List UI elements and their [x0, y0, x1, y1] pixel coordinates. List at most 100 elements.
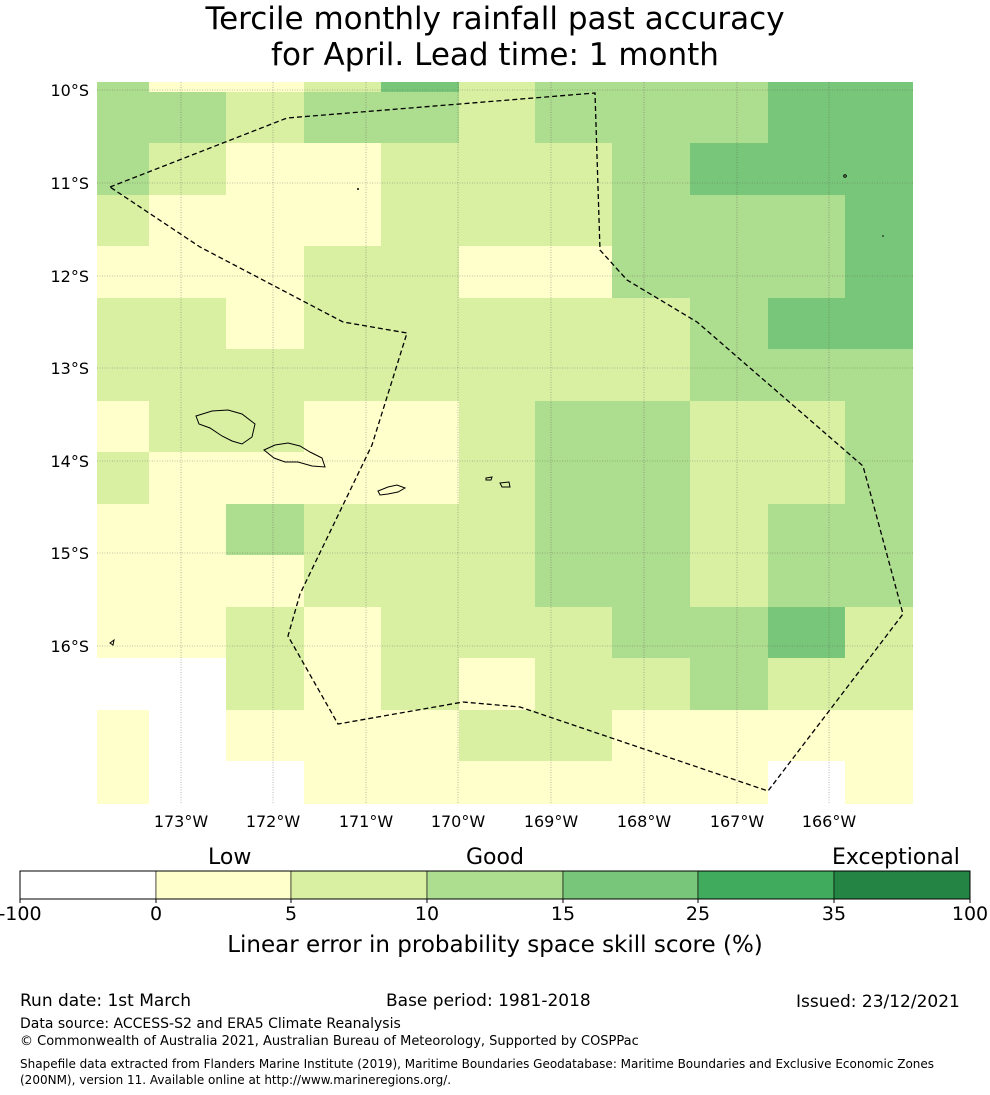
grid-cell	[149, 504, 226, 555]
colorbar-tick-label: 5	[285, 903, 297, 925]
island-tutuila	[377, 484, 407, 496]
grid-cell	[612, 710, 690, 761]
grid-cell	[535, 607, 612, 658]
lon-label: 170°W	[431, 812, 486, 831]
grid-cell	[459, 246, 535, 298]
colorbar-segment	[290, 870, 428, 900]
grid-cell	[845, 349, 913, 401]
grid-cell	[845, 298, 913, 349]
grid-cell	[459, 298, 535, 349]
lon-label: 169°W	[524, 812, 579, 831]
island-small-4	[109, 638, 115, 646]
grid-cell	[535, 401, 612, 452]
grid-cell	[149, 710, 226, 761]
grid-cell	[612, 452, 690, 504]
grid-cell	[149, 143, 226, 195]
grid-cell	[535, 452, 612, 504]
grid-cell	[226, 452, 304, 504]
grid-cell	[304, 607, 381, 658]
eez-boundary	[109, 92, 904, 792]
colorbar-tick-label: 35	[822, 903, 846, 925]
grid-cell	[690, 195, 768, 246]
land-outlines	[109, 174, 884, 646]
grid-cell	[381, 504, 459, 555]
grid-cell	[612, 555, 690, 607]
grid-cell	[690, 710, 768, 761]
copyright: © Commonwealth of Australia 2021, Austra…	[20, 1034, 639, 1049]
base-period: Base period: 1981-2018	[386, 991, 591, 1011]
grid-cell	[535, 92, 612, 143]
shapefile-credit-line1: Shapefile data extracted from Flanders M…	[20, 1057, 935, 1071]
lat-label: 10°S	[50, 81, 89, 100]
grid-cell	[768, 298, 845, 349]
island-tau	[499, 481, 511, 488]
grid-cell	[226, 246, 304, 298]
grid-cell	[459, 555, 535, 607]
grid-cell	[768, 710, 845, 761]
grid-cell	[612, 401, 690, 452]
grid-cell	[768, 195, 845, 246]
gridlines: 10°S 11°S 12°S 13°S 14°S 15°S 16°S 173°W 172°W 17…	[50, 81, 913, 831]
grid-cell	[381, 710, 459, 761]
grid-cell	[149, 298, 226, 349]
grid-cell	[612, 82, 690, 92]
grid-cell	[381, 555, 459, 607]
grid-cell	[845, 504, 913, 555]
grid-cell	[226, 195, 304, 246]
grid-cell	[381, 761, 459, 804]
grid-cell	[612, 349, 690, 401]
grid-cell	[97, 92, 149, 143]
grid-cell	[304, 761, 381, 804]
island-savaii	[195, 409, 256, 445]
lat-label: 12°S	[50, 267, 89, 286]
grid-cell	[535, 143, 612, 195]
grid-cell	[304, 401, 381, 452]
grid-cell	[768, 349, 845, 401]
grid-cell	[845, 607, 913, 658]
grid-cell	[768, 143, 845, 195]
grid-cell	[459, 658, 535, 710]
grid-cell	[768, 246, 845, 298]
grid-cell	[459, 761, 535, 804]
lon-label: 167°W	[710, 812, 765, 831]
grid-cell	[149, 82, 226, 92]
grid-cell	[612, 92, 690, 143]
colorbar-segment	[833, 870, 971, 900]
grid-cell	[459, 349, 535, 401]
grid-cell	[845, 82, 913, 92]
grid-cell	[226, 761, 304, 804]
grid-cell	[612, 504, 690, 555]
lon-label: 171°W	[339, 812, 394, 831]
grid-cell	[768, 555, 845, 607]
grid-cell	[459, 607, 535, 658]
lat-label: 11°S	[50, 174, 89, 193]
grid-cell	[690, 298, 768, 349]
grid-cell	[845, 710, 913, 761]
grid-cell	[226, 504, 304, 555]
grid-cell	[381, 246, 459, 298]
grid-cell	[97, 607, 149, 658]
grid-cell	[690, 82, 768, 92]
grid-cell	[768, 761, 845, 804]
grid-cell	[97, 504, 149, 555]
grid-cell	[226, 82, 304, 92]
shapefile-credit-line2: (200NM), version 11. Available online at…	[20, 1073, 452, 1087]
grid-cell	[690, 761, 768, 804]
colorbar-label-low: Low	[208, 845, 252, 870]
grid-cell	[304, 246, 381, 298]
grid-cell	[535, 82, 612, 92]
colorbar-tick-label: -100	[0, 903, 42, 925]
grid-cell	[304, 658, 381, 710]
grid-cell	[97, 555, 149, 607]
grid-cell	[690, 349, 768, 401]
grid-cell	[768, 607, 845, 658]
grid-cell	[304, 710, 381, 761]
grid-cell	[304, 82, 381, 92]
grid-cell	[304, 452, 381, 504]
grid-cell	[690, 143, 768, 195]
grid-cell	[149, 761, 226, 804]
grid-cell	[768, 658, 845, 710]
grid-cells	[97, 82, 913, 804]
grid-cell	[381, 452, 459, 504]
